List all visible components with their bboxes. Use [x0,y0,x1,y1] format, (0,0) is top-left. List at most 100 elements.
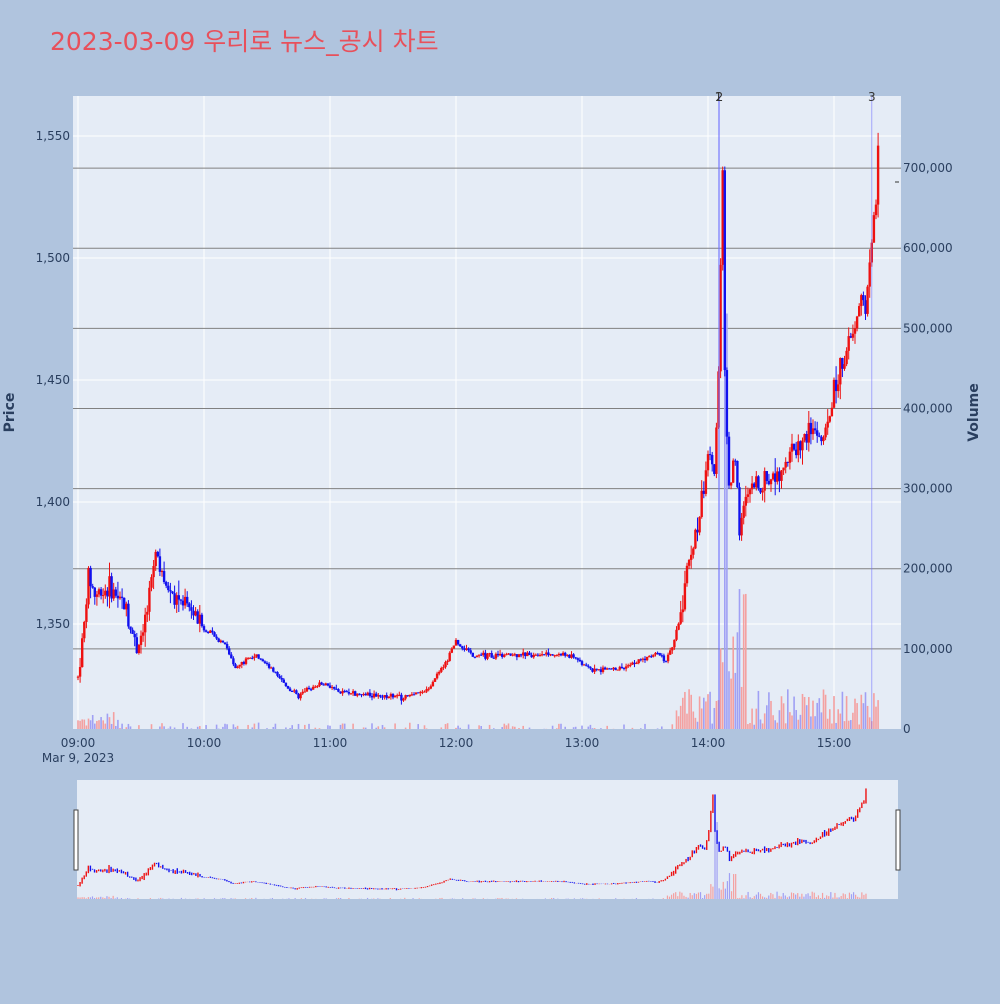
volume-bar [690,695,692,729]
candle-body [692,548,694,554]
candle-body [654,653,656,655]
candle-body [442,667,444,668]
range-volume-bar [102,897,103,899]
candle-body [761,491,763,493]
range-volume-bar [698,893,699,899]
candle-body [799,441,801,450]
candle-body [432,682,434,686]
range-volume-bar [865,894,866,899]
volume-bar [716,701,718,729]
volume-bar [758,691,760,729]
volume-bar [493,728,495,729]
volume-bar [749,723,751,729]
candle-body [299,694,301,699]
candle-body [169,590,171,591]
candle-body [142,632,144,635]
candle-body [493,658,495,659]
volume-bar [161,723,163,729]
volume-bar [806,705,808,729]
range-volume-bar [160,898,161,899]
volume-bar [100,717,102,729]
range-volume-bar [774,898,775,899]
volume-bar [842,692,844,729]
candle-body [860,295,862,306]
range-volume-bar [855,895,856,899]
volume-bar [478,725,480,729]
candle-body [682,609,684,612]
range-handle-right[interactable] [896,810,900,870]
candle-body [396,695,398,696]
range-handle-left[interactable] [74,810,78,870]
range-volume-bar [706,894,707,899]
candle-body [547,652,549,655]
range-volume-bar [731,891,732,899]
chart-title: 2023-03-09 우리로 뉴스_공시 차트 [50,22,439,58]
candle-body [791,444,793,452]
volume-bar [737,632,739,729]
candle-body [549,654,551,655]
candle-body [98,589,100,594]
range-volume-bar [845,894,846,899]
range-volume-bar [692,895,693,899]
volume-bar [695,718,697,729]
candle-body [157,552,159,556]
candle-body [835,380,837,391]
range-volume-bar [781,896,782,899]
candle-body [260,658,262,659]
candle-body [278,676,280,678]
volume-bar [273,727,275,729]
candle-body [566,655,568,656]
candle-body [224,642,226,644]
volume-bar [329,726,331,729]
volume-axis-label: Volume [966,383,982,442]
candle-body [818,436,820,437]
candle-body [459,644,461,646]
candle-body [696,530,698,533]
volume-bar [594,728,596,729]
range-volume-bar [295,898,296,899]
candle-body [327,683,329,685]
volume-bar [79,721,81,729]
volume-bar [632,728,634,729]
range-volume-bar [255,898,256,899]
candle-body [113,589,115,598]
volume-bar [793,697,795,729]
candle-body [499,654,501,655]
time-tick-label: 12:00 [439,736,474,750]
price-tick-label: 1,450 [36,373,70,387]
candle-body [356,694,358,696]
candle-body [461,646,463,648]
candle-body [123,598,125,610]
candle-body [144,615,146,633]
annotation-label: 2 [716,90,724,104]
volume-bar [575,727,577,729]
range-volume-bar [390,898,391,899]
volume-bar [831,723,833,729]
range-volume-bar [663,898,664,899]
range-volume-bar [462,898,463,899]
volume-bar [688,689,690,729]
range-volume-bar [702,898,703,899]
range-volume-bar [741,895,742,899]
candle-body [803,434,805,441]
candle-body [593,669,595,672]
volume-bar [216,725,218,729]
range-volume-bar [121,898,122,899]
volume-bar [606,726,608,729]
annotation-label: 3 [868,90,876,104]
volume-bar [247,725,249,729]
range-volume-bar [737,898,738,899]
candle-body [617,670,619,671]
range-volume-bar [799,897,800,899]
volume-bar [233,724,235,729]
volume-bar [375,728,377,729]
volume-bar [298,724,300,729]
range-volume-bar [681,893,682,899]
candle-body [226,644,228,648]
candle-body [110,576,112,598]
volume-bar [709,692,711,729]
time-tick-label: 14:00 [691,736,726,750]
candle-body [152,566,154,577]
range-volume-bar [336,898,337,899]
candle-body [213,632,215,636]
